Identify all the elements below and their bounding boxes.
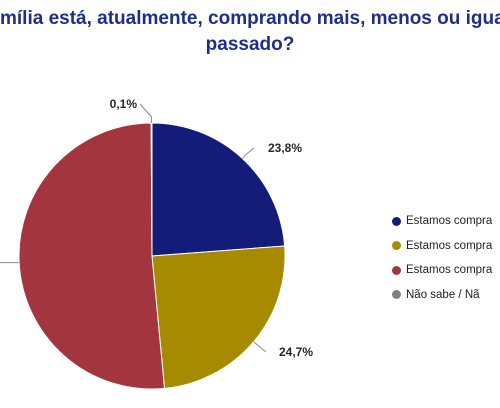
legend-label-1: Estamos compra [406,215,493,228]
legend-item-1: Estamos compra [392,209,492,234]
legend-label-4: Não sabe / Nã [406,288,480,301]
legend-label-3: Estamos compra [406,264,493,277]
legend-label-2: Estamos compra [406,239,493,252]
legend-item-2: Estamos compra [392,234,492,259]
legend-item-4: Não sabe / Nã [392,283,492,308]
leader-line-1 [242,147,255,159]
legend-swatch-1 [392,216,401,226]
legend-swatch-3 [392,265,401,275]
chart-title-line-2: passado? [205,34,295,55]
pie-slice-3 [18,122,166,390]
data-label-1: 23,8% [268,141,302,155]
leader-line-2 [253,341,267,353]
chart-title: mília está, atualmente, comprando mais, … [0,6,500,58]
legend-swatch-4 [392,290,401,300]
legend: Estamos compra Estamos compra Estamos co… [392,209,492,307]
leader-line-4 [139,103,153,124]
legend-swatch-2 [392,241,401,251]
chart-title-line-1: mília está, atualmente, comprando mais, … [0,8,500,29]
pie-slice-4 [150,122,153,257]
pie-slice-2 [151,245,286,389]
data-label-4: 0,1% [110,97,138,111]
data-label-2: 24,7% [279,345,313,359]
legend-item-3: Estamos compra [392,258,492,283]
pie-slice-1 [151,122,286,257]
